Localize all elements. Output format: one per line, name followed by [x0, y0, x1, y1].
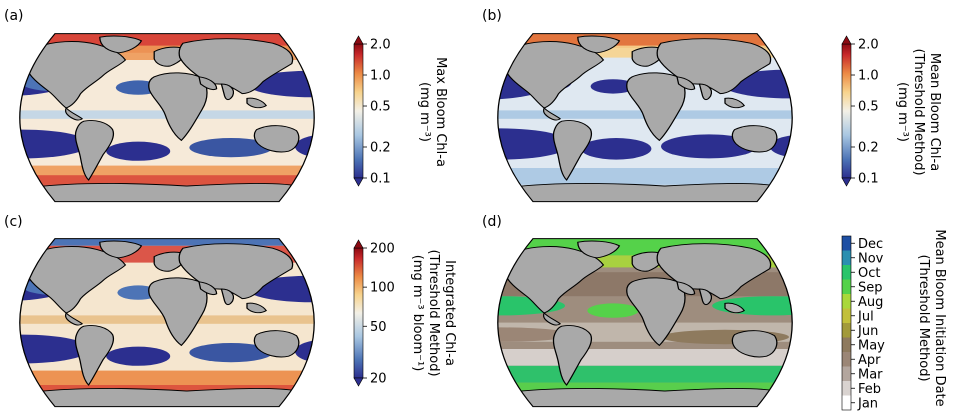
colorbar-tick-label: Mar: [858, 367, 883, 382]
colorbar-segment: [842, 366, 851, 381]
map-a: [19, 33, 315, 203]
colorbar-segment: [842, 395, 851, 410]
colorbar-tick-label: Oct: [858, 266, 880, 281]
colorbar-tick-label: 0.5: [858, 100, 879, 115]
colorbar-tick-label: Jun: [857, 324, 878, 339]
colorbar-tick-label: 0.5: [370, 100, 391, 115]
colorbar-tick-label: 100: [370, 281, 395, 296]
map-d: [497, 238, 793, 408]
colorbar-label-c-line1: Integrated Chl-a: [442, 260, 457, 366]
colorbar-segment: [842, 279, 851, 294]
panel-c: (c) 20 50 100 200 Integrated Chl-a (Thresho…: [4, 214, 457, 408]
colorbar-b: 0.1 0.2 0.5 1.0 2.0: [841, 35, 879, 187]
colorbar-tick-label: 0.1: [858, 172, 879, 187]
map-b: [497, 33, 793, 203]
colorbar-segment: [842, 352, 851, 367]
panel-label-a: (a): [4, 8, 24, 24]
colorbar-tick-label: Nov: [858, 251, 884, 266]
colorbar-c: 20 50 100 200: [353, 239, 395, 387]
colorbar-frame: [841, 235, 852, 411]
colorbar-tick-label: Aug: [858, 295, 883, 310]
colorbar-segment: [842, 250, 851, 265]
colorbar-tick-label: 2.0: [858, 38, 879, 53]
colorbar-segment: [842, 308, 851, 323]
colorbar-tick-label: 0.2: [858, 140, 879, 155]
colorbar-tick-label: 20: [370, 372, 387, 387]
colorbar-tick-label: 0.1: [370, 172, 391, 187]
colorbar-segment: [842, 294, 851, 309]
colorbar-tick-label: 2.0: [370, 38, 391, 53]
colorbar-tick-label: Feb: [858, 382, 881, 397]
colorbar-label-a-line1: Max Bloom Chl-a: [433, 57, 448, 167]
colorbar-tick-label: 1.0: [370, 69, 391, 84]
colorbar-label-b-line1: Mean Bloom Chl-a: [927, 53, 942, 171]
colorbar-tick-label: 50: [370, 320, 387, 335]
colorbar-label-c-line3: (mg m⁻³ bloom⁻¹): [410, 255, 425, 372]
colorbar-tick-label: Sep: [858, 280, 883, 295]
panel-label-c: (c): [4, 214, 23, 230]
colorbar-label-c-line2: (Threshold Method): [426, 249, 441, 376]
panel-label-d: (d): [482, 214, 502, 230]
map-c: [19, 238, 315, 408]
colorbar-tick-label: Apr: [858, 353, 881, 368]
colorbar-tick-label: 1.0: [858, 69, 879, 84]
colorbar-label-a-line2: (mg m⁻³): [417, 82, 432, 142]
colorbar-segment: [842, 381, 851, 396]
colorbar-label-b: Mean Bloom Chl-a (Threshold Method) (mg …: [895, 48, 942, 175]
colorbar-tick-label: Jan: [857, 396, 878, 411]
colorbar-label-b-line3: (mg m⁻³): [895, 82, 910, 142]
colorbar-label-a: Max Bloom Chl-a (mg m⁻³): [417, 57, 448, 167]
colorbar-tick-label: Jul: [857, 309, 874, 324]
colorbar-label-d: Mean Bloom Initiation Date (Threshold Me…: [916, 229, 947, 406]
colorbar-label-c: Integrated Chl-a (Threshold Method) (mg …: [410, 249, 457, 376]
panel-b: (b) 0.1 0.2 0.5 1.0 2.0 Mean Bloom Chl-a (Th…: [482, 8, 942, 203]
colorbar-segment: [842, 236, 851, 251]
colorbar-segment: [842, 265, 851, 280]
colorbar-segment: [842, 323, 851, 338]
colorbar-tick-label: Dec: [858, 237, 883, 252]
colorbar-label-b-line2: (Threshold Method): [911, 48, 926, 175]
colorbar-label-d-line2: (Threshold Method): [916, 254, 931, 381]
colorbar-tick-label: May: [858, 338, 885, 353]
panel-label-b: (b): [482, 8, 502, 24]
colorbar-segment: [842, 337, 851, 352]
panel-d: (d) JanFebMarAprMayJunJulAugSepOctNovDec…: [482, 214, 947, 411]
colorbar-label-d-line1: Mean Bloom Initiation Date: [932, 229, 947, 406]
colorbar-a: 0.1 0.2 0.5 1.0 2.0: [353, 35, 391, 187]
colorbar-tick-label: 200: [370, 242, 395, 257]
colorbar-tick-label: 0.2: [370, 140, 391, 155]
panel-a: (a) 0.1 0.2 0.5 1.0 2.0 Max Bloom Chl-a (mg …: [4, 8, 448, 203]
